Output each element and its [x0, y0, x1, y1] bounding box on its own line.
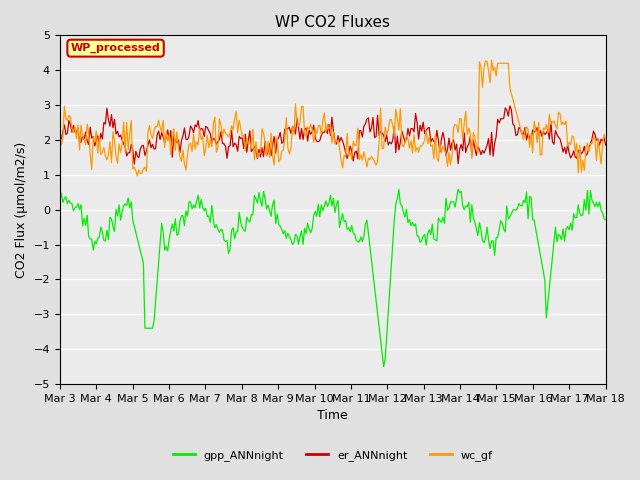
wc_gf [488, 57, 495, 63]
gpp_ANNnight [219, 228, 227, 233]
wc_gf [248, 145, 255, 151]
wc_gf [123, 120, 131, 125]
wc_gf [602, 136, 609, 142]
wc_gf [56, 127, 63, 133]
gpp_ANNnight [123, 203, 131, 208]
X-axis label: Time: Time [317, 409, 348, 422]
Y-axis label: CO2 Flux (μmol/m2/s): CO2 Flux (μmol/m2/s) [15, 142, 28, 278]
er_ANNnight [123, 153, 131, 159]
Text: WP_processed: WP_processed [70, 43, 161, 53]
gpp_ANNnight [294, 241, 302, 247]
Title: WP CO2 Fluxes: WP CO2 Fluxes [275, 15, 390, 30]
er_ANNnight [131, 161, 138, 167]
er_ANNnight [238, 135, 246, 141]
Line: er_ANNnight: er_ANNnight [60, 106, 605, 164]
wc_gf [296, 120, 304, 125]
gpp_ANNnight [602, 216, 609, 222]
gpp_ANNnight [56, 198, 63, 204]
er_ANNnight [506, 103, 514, 109]
er_ANNnight [56, 134, 63, 140]
wc_gf [220, 126, 228, 132]
er_ANNnight [248, 149, 255, 155]
Line: wc_gf: wc_gf [60, 60, 605, 176]
gpp_ANNnight [380, 364, 387, 370]
er_ANNnight [296, 136, 304, 142]
gpp_ANNnight [575, 202, 582, 208]
er_ANNnight [575, 148, 582, 154]
wc_gf [134, 173, 141, 179]
wc_gf [575, 170, 582, 176]
Line: gpp_ANNnight: gpp_ANNnight [60, 189, 605, 367]
gpp_ANNnight [454, 186, 462, 192]
wc_gf [238, 133, 246, 139]
er_ANNnight [220, 141, 228, 147]
er_ANNnight [602, 142, 609, 148]
Legend: gpp_ANNnight, er_ANNnight, wc_gf: gpp_ANNnight, er_ANNnight, wc_gf [168, 446, 497, 466]
gpp_ANNnight [237, 219, 244, 225]
gpp_ANNnight [246, 219, 253, 225]
